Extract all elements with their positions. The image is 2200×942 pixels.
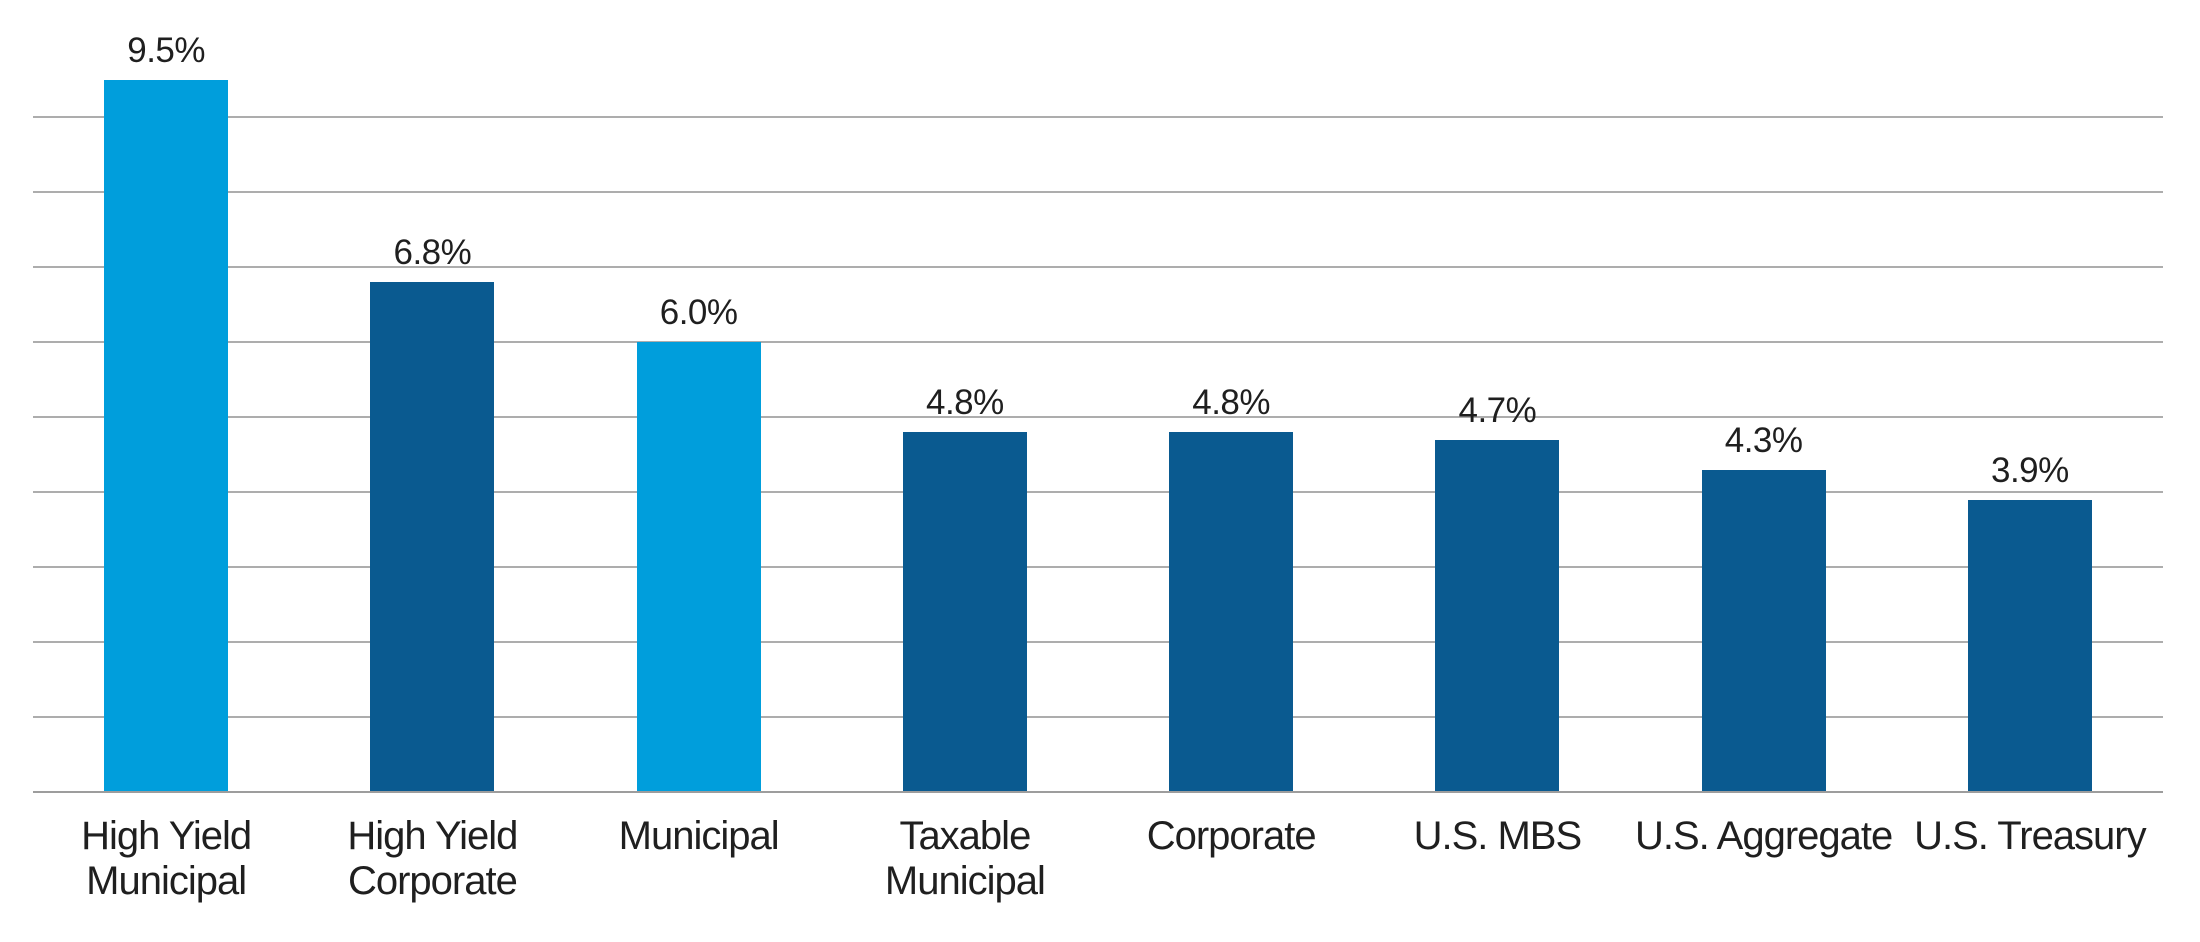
gridline: [33, 491, 2163, 493]
category-label: Taxable Municipal: [884, 814, 1046, 903]
bar: [636, 342, 761, 792]
bar-value-label: 9.5%: [127, 30, 206, 70]
bar-value-label: 6.0%: [659, 293, 738, 332]
gridline: [33, 716, 2163, 718]
category-label: U.S. Aggregate: [1634, 814, 1893, 858]
plot-area: 9.5% 6.8% 6.0% 4.8% 4.8% 4.7% 4.3% 3.9% High Yi…: [33, 33, 2163, 903]
gridline: [33, 116, 2163, 118]
gridline: [33, 341, 2163, 343]
bar-value-label: 4.8%: [1192, 383, 1271, 422]
bar: [1435, 439, 1560, 792]
category-label: High Yield Municipal: [81, 814, 252, 903]
bar: [370, 282, 495, 792]
category-label: High Yield Corporate: [347, 814, 518, 903]
gridline: [33, 266, 2163, 268]
bar-value-label: 3.9%: [1990, 450, 2069, 490]
bar: [1701, 469, 1826, 792]
gridline: [33, 566, 2163, 568]
bar: [1967, 499, 2092, 792]
x-axis-line: [33, 791, 2163, 793]
bar: [902, 432, 1027, 792]
category-label: Municipal: [618, 814, 780, 858]
bar-value-label: 6.8%: [393, 233, 472, 272]
bar-value-label: 4.8%: [925, 383, 1004, 422]
bar-value-label: 4.7%: [1458, 390, 1537, 430]
gridline: [33, 416, 2163, 418]
category-label: Corporate: [1146, 814, 1317, 858]
category-label: U.S. Treasury: [1914, 814, 2147, 858]
gridline: [33, 191, 2163, 193]
gridline: [33, 641, 2163, 643]
bar-value-label: 4.3%: [1724, 420, 1803, 460]
category-label: U.S. MBS: [1413, 814, 1583, 858]
bar: [1169, 432, 1294, 792]
bar: [104, 79, 229, 792]
